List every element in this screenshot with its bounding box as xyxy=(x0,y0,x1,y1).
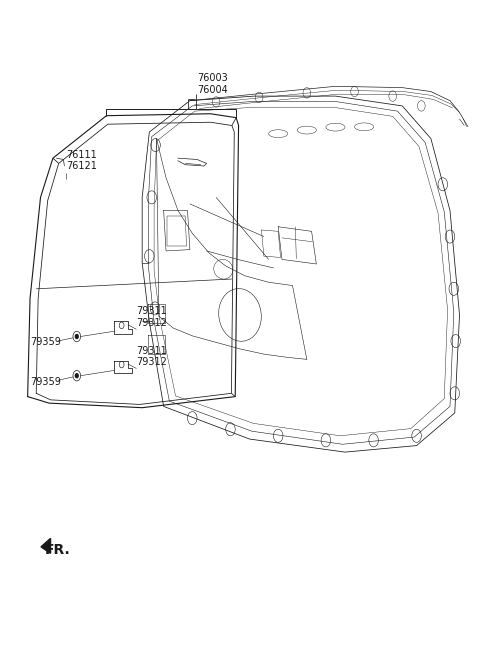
Text: 79359: 79359 xyxy=(30,377,61,386)
Polygon shape xyxy=(41,539,50,554)
Text: 76111
76121: 76111 76121 xyxy=(66,150,96,171)
Text: 79359: 79359 xyxy=(30,337,61,348)
Circle shape xyxy=(75,335,78,338)
Text: FR.: FR. xyxy=(44,543,70,557)
Text: 79311
79312: 79311 79312 xyxy=(136,346,168,367)
Text: 79311
79312: 79311 79312 xyxy=(136,306,168,328)
Text: 76003
76004: 76003 76004 xyxy=(197,73,228,95)
Circle shape xyxy=(75,374,78,378)
